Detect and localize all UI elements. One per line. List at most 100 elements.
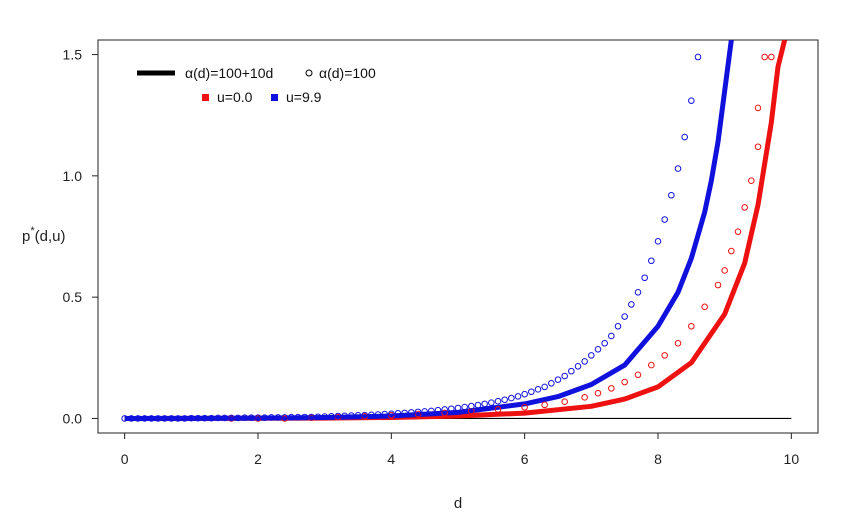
- series-point-d-100-u-9-9: [294, 413, 302, 421]
- series-point-d-100-u-9-9: [334, 412, 342, 420]
- y-tick-label: 1.0: [63, 168, 83, 184]
- series-point-d-100-u-9-9: [474, 401, 482, 409]
- x-axis-label: d: [454, 495, 462, 512]
- series-point-d-100-u-9-9: [221, 414, 228, 422]
- x-tick-label: 2: [254, 451, 262, 467]
- legend-blue-square-marker: [271, 94, 278, 101]
- series-point-d-100-u-9-9: [368, 411, 375, 419]
- series-point-d-100-u-9-9: [314, 413, 322, 421]
- series-point-d-100-u-9-9: [654, 238, 662, 245]
- series-point-d-100-u-9-9: [681, 133, 688, 141]
- series-point-d-100-u-0-0-upper: [754, 104, 762, 112]
- legend-label-u0: u=0.0: [217, 89, 253, 105]
- x-tick-label: 6: [521, 451, 529, 467]
- series-point-d-100-u-9-9: [234, 414, 242, 422]
- series-point-d-100-u-9-9: [388, 410, 395, 418]
- series-point-d-100-u-0-0: [521, 403, 528, 411]
- series-point-d-100-u-9-9: [228, 414, 235, 422]
- series-point-d-100-u-9-9: [648, 257, 655, 265]
- series-point-d-100-u-0-0: [648, 361, 655, 369]
- series-point-d-100-u-9-9: [354, 411, 362, 419]
- series-point-d-100-u-9-9: [168, 415, 175, 422]
- series-point-d-100-u-9-9: [508, 394, 515, 402]
- series-point-d-100-u-9-9: [361, 411, 368, 419]
- series-point-d-100-u-0-0: [594, 389, 602, 397]
- series-point-d-100-u-9-9: [608, 332, 615, 340]
- x-tick-label: 0: [121, 451, 129, 467]
- series-point-d-100-u-9-9: [448, 405, 455, 413]
- series-point-d-100-u-9-9: [268, 414, 275, 421]
- series-point-d-100-u-9-9: [121, 415, 128, 422]
- series-point-d-100-u-9-9: [348, 412, 355, 419]
- y-axis-label-sup: *: [30, 225, 35, 237]
- series-point-d-100-u-0-0: [674, 339, 682, 347]
- series-point-d-100-u-9-9: [434, 406, 442, 414]
- series-point-d-100-u-9-9: [534, 386, 542, 393]
- legend-label-alpha-linear: α(d)=100+10d: [185, 65, 273, 81]
- series-point-d-100-u-9-9: [688, 97, 695, 104]
- series-point-d-100-u-9-9: [594, 346, 602, 353]
- series-point-d-100-u-9-9: [454, 404, 462, 412]
- series-point-d-100-u-9-9: [194, 414, 202, 422]
- series-point-d-100-u-9-9: [341, 412, 348, 420]
- series-point-d-100-u-9-9: [621, 313, 628, 320]
- series-point-d-100-u-9-9: [554, 376, 562, 383]
- series-point-d-100-u-9-9: [261, 414, 268, 422]
- series-point-d-100-u-9-9: [441, 406, 448, 413]
- series-point-d-100-u-9-9: [381, 410, 388, 418]
- y-axis-label-args: (d,u): [35, 228, 66, 245]
- series-point-d-100-u-9-9: [634, 288, 642, 296]
- series-point-d-100-u-0-0: [441, 409, 448, 417]
- series-point-d-100-u-9-9: [421, 408, 428, 415]
- series-point-d-100-u-9-9: [188, 414, 195, 422]
- series-point-d-100-u-9-9: [521, 390, 528, 398]
- legend-label-u99: u=9.9: [286, 89, 322, 105]
- series-point-d-100-u-9-9: [301, 413, 308, 421]
- series-point-d-100-u-9-9: [208, 414, 215, 422]
- series-point-d-100-u-9-9: [248, 414, 255, 422]
- series-point-d-100-u-0-0: [541, 401, 548, 409]
- series-point-d-100-u-9-9: [574, 362, 582, 370]
- series-point-d-100-u-9-9: [414, 408, 422, 416]
- series-layer: [121, 40, 792, 422]
- series-point-d-100-u-0-0: [754, 143, 762, 151]
- legend: α(d)=100+10d α(d)=100 u=0.0 u=9.9: [137, 65, 376, 105]
- series-point-d-100-u-9-9: [308, 413, 315, 421]
- series-point-d-100-u-9-9: [581, 358, 588, 365]
- series-point-d-100-u-0-0: [561, 398, 568, 406]
- series-point-d-100-u-9-9: [274, 414, 282, 421]
- series-point-d-100-u-0-0: [608, 385, 615, 392]
- series-point-d-100-u-9-9: [161, 415, 168, 422]
- series-point-d-100-u-9-9: [614, 322, 622, 330]
- series-point-d-100-u-9-9: [148, 415, 155, 422]
- series-point-d-100-u-0-0: [634, 371, 642, 379]
- series-point-d-100-u-9-9: [288, 413, 295, 421]
- series-point-d-100-u-9-9: [694, 53, 702, 61]
- series-point-d-100-u-9-9: [401, 409, 408, 417]
- series-point-d-100-u-9-9: [601, 339, 608, 347]
- series-point-d-100-u-9-9: [494, 397, 502, 405]
- x-tick-label: 8: [654, 451, 662, 467]
- series-point-d-100-u-0-0: [581, 394, 588, 401]
- series-point-d-100-u-9-9: [201, 414, 208, 422]
- series-point-d-100-u-9-9: [541, 383, 548, 391]
- series-point-d-100-u-9-9: [668, 191, 675, 199]
- series-point-d-100-u-0-0: [494, 406, 502, 413]
- series-point-d-100-u-0-0: [728, 247, 735, 255]
- series-point-d-100-u-9-9: [481, 400, 488, 408]
- legend-label-alpha-constant: α(d)=100: [319, 65, 376, 81]
- series-point-d-100-u-0-0: [468, 407, 475, 415]
- series-point-d-100-u-9-9: [154, 415, 162, 422]
- series-point-d-100-u-0-0: [688, 322, 695, 330]
- series-point-d-100-u-0-0: [748, 177, 755, 185]
- series-point-d-100-u-9-9: [661, 216, 668, 223]
- series-point-d-100-u-0-0: [714, 281, 722, 289]
- series-point-d-100-u-9-9: [141, 415, 148, 422]
- series-point-d-100-u-9-9: [241, 414, 248, 422]
- series-point-d-100-u-9-9: [214, 414, 222, 422]
- series-point-d-100-u-9-9: [174, 415, 182, 422]
- y-tick-label: 0.5: [63, 289, 83, 305]
- series-point-d-100-u-9-9: [641, 274, 648, 282]
- series-point-d-100-u-9-9: [528, 388, 535, 396]
